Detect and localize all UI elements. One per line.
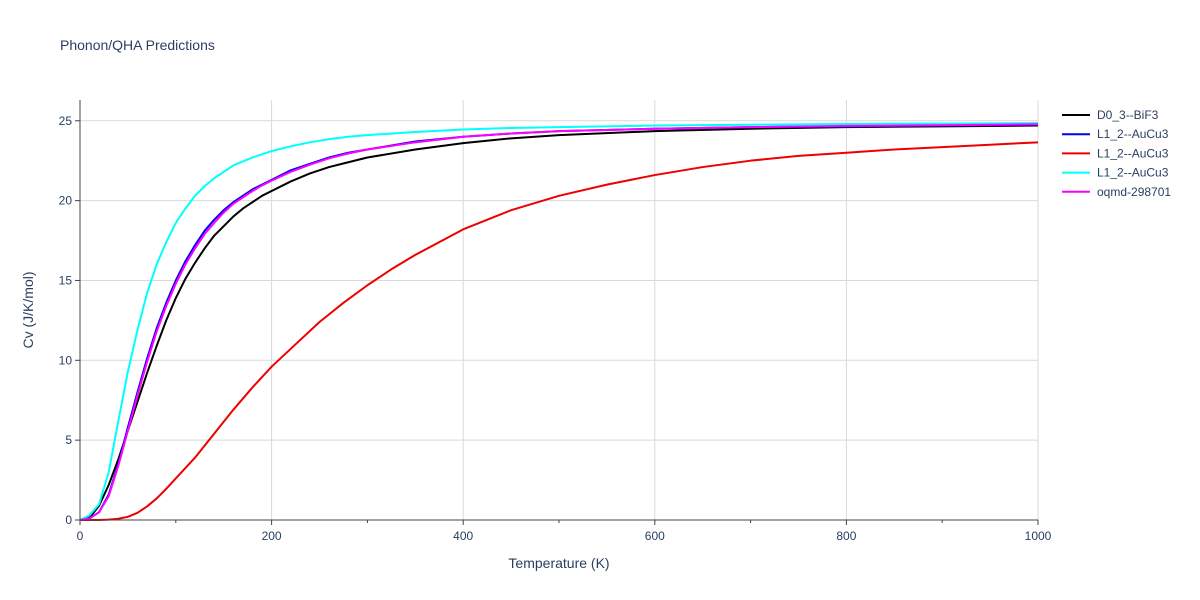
y-tick-label: 0 xyxy=(65,513,72,527)
x-tick-label: 600 xyxy=(645,529,665,543)
legend-item-1[interactable]: D0_3--BiF3 xyxy=(1062,108,1159,122)
legend-label: L1_2--AuCu3 xyxy=(1097,166,1169,180)
legend-item-5[interactable]: oqmd-298701 xyxy=(1062,185,1171,199)
y-tick-label: 20 xyxy=(59,194,73,208)
legend-label: D0_3--BiF3 xyxy=(1097,108,1159,122)
y-tick-label: 10 xyxy=(59,353,73,367)
grid xyxy=(80,100,1039,520)
axes: 0 200 400 600 800 1000 0 5 10 15 20 25 xyxy=(59,100,1052,543)
x-tick-label: 1000 xyxy=(1025,529,1052,543)
series-line-1[interactable] xyxy=(79,124,1039,521)
y-axis-title: Cv (J/K/mol) xyxy=(20,272,36,349)
legend-item-3[interactable]: L1_2--AuCu3 xyxy=(1062,146,1169,160)
legend-label: L1_2--AuCu3 xyxy=(1097,146,1169,160)
y-tick-label: 5 xyxy=(65,433,72,447)
series-line-5[interactable] xyxy=(79,123,1039,521)
legend[interactable]: D0_3--BiF3 L1_2--AuCu3 L1_2--AuCu3 L1_2--Au… xyxy=(1062,108,1171,199)
x-tick-label: 0 xyxy=(77,529,84,543)
series-line-2[interactable] xyxy=(79,123,1039,521)
plot-area[interactable] xyxy=(79,122,1039,521)
x-tick-label: 800 xyxy=(836,529,856,543)
legend-item-4[interactable]: L1_2--AuCu3 xyxy=(1062,166,1169,180)
series-line-3[interactable] xyxy=(80,141,1039,521)
x-axis-title: Temperature (K) xyxy=(508,555,609,571)
chart-title: Phonon/QHA Predictions xyxy=(60,37,215,53)
legend-item-2[interactable]: L1_2--AuCu3 xyxy=(1062,127,1169,141)
x-tick-label: 200 xyxy=(262,529,282,543)
y-tick-label: 25 xyxy=(59,114,73,128)
y-tick-label: 15 xyxy=(59,273,73,287)
x-tick-label: 400 xyxy=(453,529,473,543)
legend-label: L1_2--AuCu3 xyxy=(1097,127,1169,141)
series-line-4[interactable] xyxy=(79,122,1039,521)
legend-label: oqmd-298701 xyxy=(1097,185,1171,199)
